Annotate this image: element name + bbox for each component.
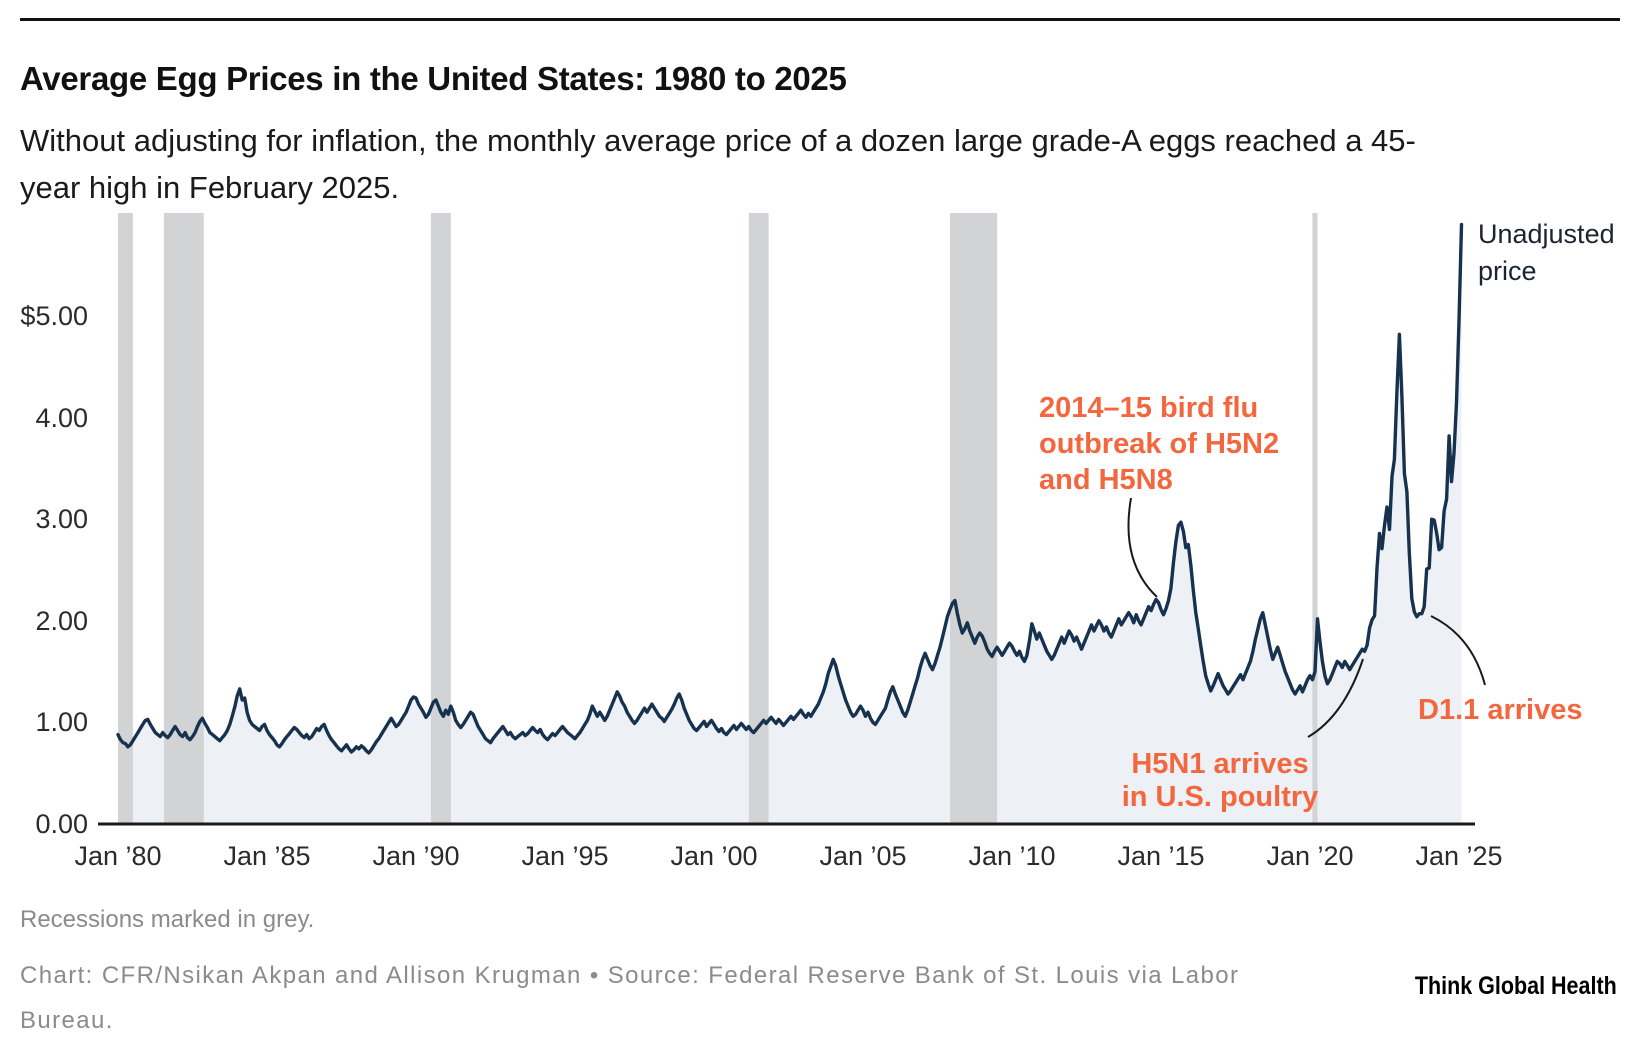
annotation-bird-flu-2014-15: 2014–15 bird flu outbreak of H5N2 and H5… (1039, 390, 1279, 498)
x-axis-tick-label: Jan ’95 (521, 841, 609, 871)
y-axis-tick-label: 2.00 (35, 605, 88, 636)
annotation-line: H5N1 arrives (1131, 748, 1309, 780)
annotation-line: 2014–15 bird flu (1039, 392, 1259, 424)
annotation-leader-curve (1307, 658, 1364, 738)
subtitle-line: Without adjusting for inflation, the mon… (20, 123, 1416, 158)
y-axis-tick-label: $5.00 (20, 301, 88, 331)
x-axis-tick-label: Jan ’15 (1117, 841, 1205, 871)
y-axis-tick-label: 0.00 (35, 809, 88, 839)
x-axis-tick-label: Jan ’10 (968, 841, 1056, 871)
credit-line: Chart: CFR/Nsikan Akpan and Allison Krug… (20, 962, 1240, 989)
recession-band (118, 213, 133, 824)
annotation-d11: D1.1 arrives (1418, 692, 1582, 728)
x-axis-tick-label: Jan ’20 (1266, 841, 1354, 871)
annotation-line: D1.1 arrives (1418, 694, 1583, 726)
recession-band (163, 213, 204, 824)
recession-band (748, 213, 769, 824)
unadjusted-price-line (116, 222, 1464, 755)
series-label-line: Unadjusted (1478, 219, 1615, 249)
x-axis-tick-label: Jan ’00 (670, 841, 758, 871)
annotation-leader-curve (1430, 615, 1486, 686)
credit-line: Bureau. (20, 1007, 114, 1034)
chart-credit: Chart: CFR/Nsikan Akpan and Allison Krug… (20, 953, 1239, 1043)
x-axis-tick-label: Jan ’05 (819, 841, 907, 871)
recession-band (950, 213, 998, 824)
series-label-line: price (1478, 256, 1537, 286)
recession-band (1312, 213, 1318, 824)
series-label-unadjusted-price: Unadjusted price (1478, 216, 1615, 290)
y-axis-tick-label: 1.00 (35, 707, 88, 738)
annotation-line: in U.S. poultry (1121, 781, 1319, 813)
x-axis-tick-label: Jan ’25 (1415, 841, 1503, 871)
page-title: Average Egg Prices in the United States:… (20, 60, 847, 98)
think-global-health-logo: Think Global Health (1415, 972, 1617, 1000)
x-axis-tick-label: Jan ’90 (372, 841, 460, 871)
recession-band (430, 213, 451, 824)
y-axis-tick-label: 3.00 (35, 504, 88, 535)
annotation-line: outbreak of H5N2 (1039, 428, 1280, 460)
annotation-h5n1: H5N1 arrives in U.S. poultry (1122, 748, 1319, 814)
annotation-leader-curve (1127, 497, 1158, 598)
top-rule (20, 18, 1620, 21)
x-axis-tick-label: Jan ’85 (223, 841, 311, 871)
subtitle-line: year high in February 2025. (20, 170, 400, 205)
annotation-line: and H5N8 (1039, 464, 1173, 496)
price-area-fill (118, 224, 1462, 825)
recessions-note: Recessions marked in grey. (20, 906, 315, 933)
x-axis-tick-label: Jan ’80 (74, 841, 162, 871)
y-axis-tick-label: 4.00 (35, 402, 88, 433)
page-subtitle: Without adjusting for inflation, the mon… (20, 117, 1416, 211)
